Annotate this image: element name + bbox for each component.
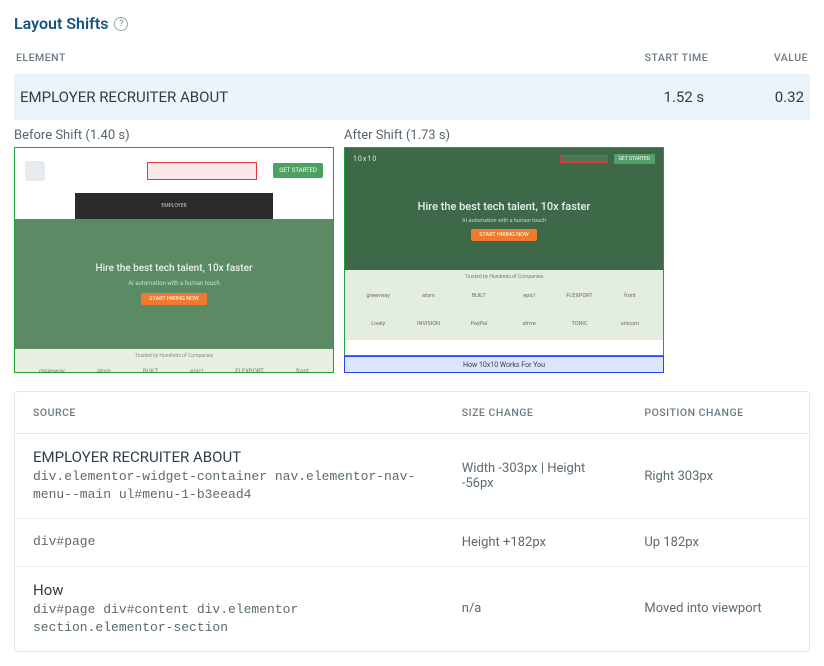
logos-grid: greenway atom BUILT epic! FLEXPORT front… <box>345 282 663 340</box>
hero-body: Hire the best tech talent, 10x faster AI… <box>345 170 663 270</box>
logos-row-1: greenway atom BUILT epic! FLEXPORT front <box>15 359 333 373</box>
source-element: How <box>33 581 426 599</box>
before-title: Before Shift (1.40 s) <box>14 128 334 143</box>
col-element: Element <box>14 45 547 74</box>
dropdown-overlay: EMPLOYER <box>75 193 273 219</box>
new-section-highlight: How 10x10 Works For You <box>344 356 664 373</box>
get-started-button: GET STARTED <box>614 154 655 164</box>
source-path: div#page div#content div.elementor secti… <box>33 601 426 637</box>
get-started-button: GET STARTED <box>273 163 323 178</box>
size-change: Height +182px <box>444 519 627 566</box>
source-element: EMPLOYER RECRUITER ABOUT <box>33 448 426 466</box>
position-change: Right 303px <box>626 434 809 519</box>
col-source: Source <box>15 392 444 434</box>
trusted-label: Trusted by Hundreds of Companies <box>15 349 333 359</box>
section-title: Layout Shifts ? <box>14 14 810 33</box>
snapshots-row: Before Shift (1.40 s) GET STARTED EMPLOY… <box>14 128 810 373</box>
site-logo: 10x10 <box>353 155 377 163</box>
shift-start: 1.52 s <box>547 74 710 120</box>
shift-highlight-box <box>147 162 257 180</box>
position-change: Moved into viewport <box>626 567 809 651</box>
col-size-change: Size Change <box>444 392 627 434</box>
after-title: After Shift (1.73 s) <box>344 128 664 143</box>
trusted-label: Trusted by Hundreds of Companies <box>345 270 663 282</box>
before-snapshot: Before Shift (1.40 s) GET STARTED EMPLOY… <box>14 128 334 373</box>
shift-summary-table: Element Start Time Value EMPLOYER RECRUI… <box>14 45 810 120</box>
position-change: Up 182px <box>626 519 809 566</box>
shift-row[interactable]: EMPLOYER RECRUITER ABOUT 1.52 s 0.32 <box>14 74 810 120</box>
hero-cta: START HIRING NOW <box>141 293 207 305</box>
source-path: div.elementor-widget-container nav.eleme… <box>33 468 426 504</box>
shift-element: EMPLOYER RECRUITER ABOUT <box>14 74 547 120</box>
before-frame[interactable]: GET STARTED EMPLOYER Hire the best tech … <box>14 147 334 373</box>
source-row[interactable]: div#page Height +182px Up 182px <box>15 519 809 566</box>
after-frame[interactable]: 10x10 GET STARTED Hire the best tech tal… <box>344 147 664 373</box>
source-table: Source Size Change Position Change EMPLO… <box>14 391 810 652</box>
hero-cta: START HIRING NOW <box>471 229 537 241</box>
logo-placeholder <box>25 162 85 180</box>
hero-sub: AI automation with a human touch <box>462 218 546 224</box>
source-row[interactable]: How div#page div#content div.elementor s… <box>15 567 809 651</box>
layout-shifts-label: Layout Shifts <box>14 14 108 33</box>
hero-sub: AI automation with a human touch <box>128 280 220 287</box>
help-icon[interactable]: ? <box>114 17 128 31</box>
source-path: div#page <box>33 533 426 551</box>
hero-heading: Hire the best tech talent, 10x faster <box>96 263 253 274</box>
hero-body: Hire the best tech talent, 10x faster AI… <box>15 219 333 349</box>
size-change: n/a <box>444 567 627 651</box>
shift-value: 0.32 <box>710 74 810 120</box>
col-position-change: Position Change <box>626 392 809 434</box>
hero-heading: Hire the best tech talent, 10x faster <box>418 200 591 213</box>
col-value: Value <box>710 45 810 74</box>
after-snapshot: After Shift (1.73 s) 10x10 GET STARTED H… <box>344 128 664 373</box>
col-start-time: Start Time <box>547 45 710 74</box>
shift-highlight-box <box>560 155 608 163</box>
size-change: Width -303px | Height -56px <box>444 434 627 519</box>
source-row[interactable]: EMPLOYER RECRUITER ABOUT div.elementor-w… <box>15 434 809 519</box>
